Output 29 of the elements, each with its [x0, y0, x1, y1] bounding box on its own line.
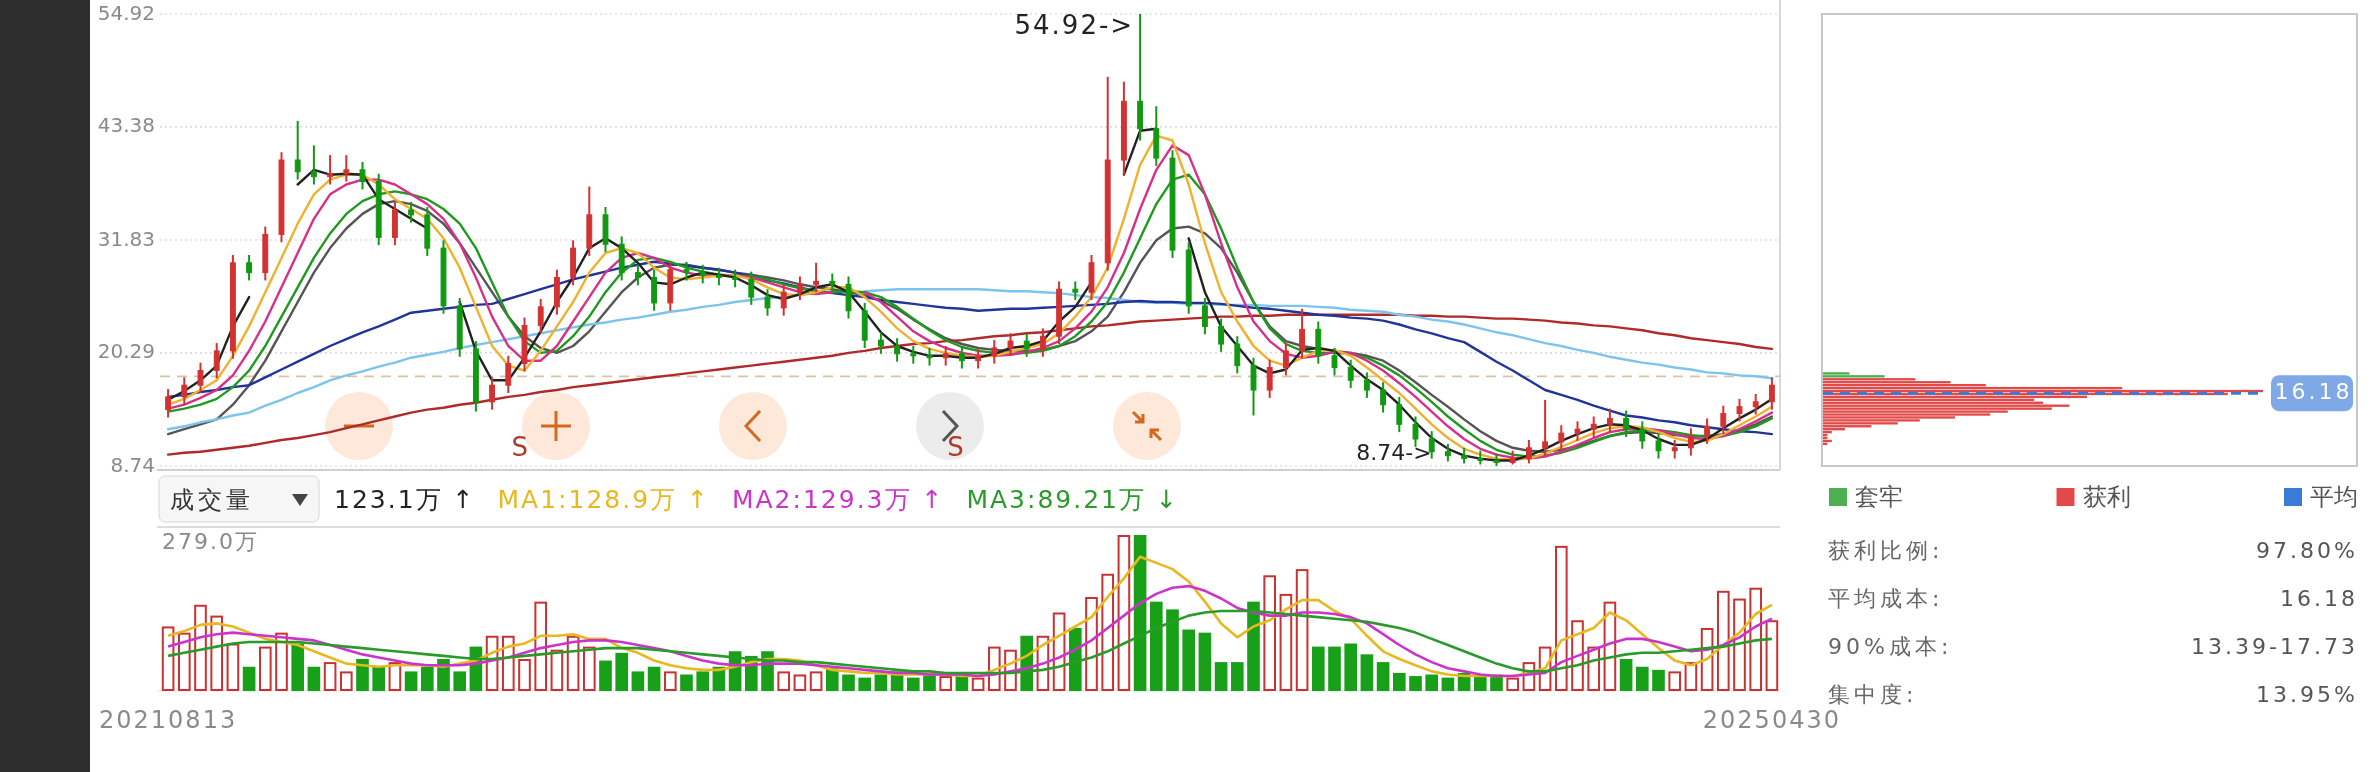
y-tick-label: 43.38: [97, 113, 155, 138]
legend-label: 获利: [2082, 483, 2131, 511]
text: 13.95%: [2256, 682, 2358, 707]
annotation: S: [947, 431, 964, 462]
y-tick-label: 8.74: [110, 452, 155, 477]
text: MA1:128.9万 ↑: [497, 485, 710, 514]
y-tick-label: 54.92: [97, 0, 155, 25]
text: 16.18: [2274, 379, 2353, 405]
text: 获利比例:: [1828, 538, 1944, 563]
text: 16.18: [2280, 586, 2358, 611]
annotation: 279.0万: [162, 529, 259, 554]
legend-label: 套牢: [1855, 483, 1903, 511]
text: 平均成本:: [1828, 586, 1944, 611]
text: 97.80%: [2256, 538, 2358, 563]
text: 90%成本:: [1828, 634, 1953, 659]
x-tick-label: 20250430: [1702, 706, 1841, 734]
text: 13.39-17.73: [2191, 634, 2358, 659]
text: 集中度:: [1828, 682, 1918, 707]
chart-title: 成交量: [170, 486, 254, 514]
annotation: 8.74->: [1356, 440, 1432, 465]
annotation: 54.92->: [1014, 10, 1135, 40]
text: MA2:129.3万 ↑: [731, 485, 945, 514]
text: 123.1万 ↑: [334, 485, 476, 514]
annotation: S: [511, 431, 528, 462]
y-tick-label: 31.83: [97, 226, 155, 251]
legend-label: 平均: [2310, 483, 2358, 511]
text: MA3:89.21万 ↓: [966, 485, 1179, 514]
y-tick-label: 20.29: [97, 339, 155, 364]
x-tick-label: 20210813: [99, 706, 238, 734]
